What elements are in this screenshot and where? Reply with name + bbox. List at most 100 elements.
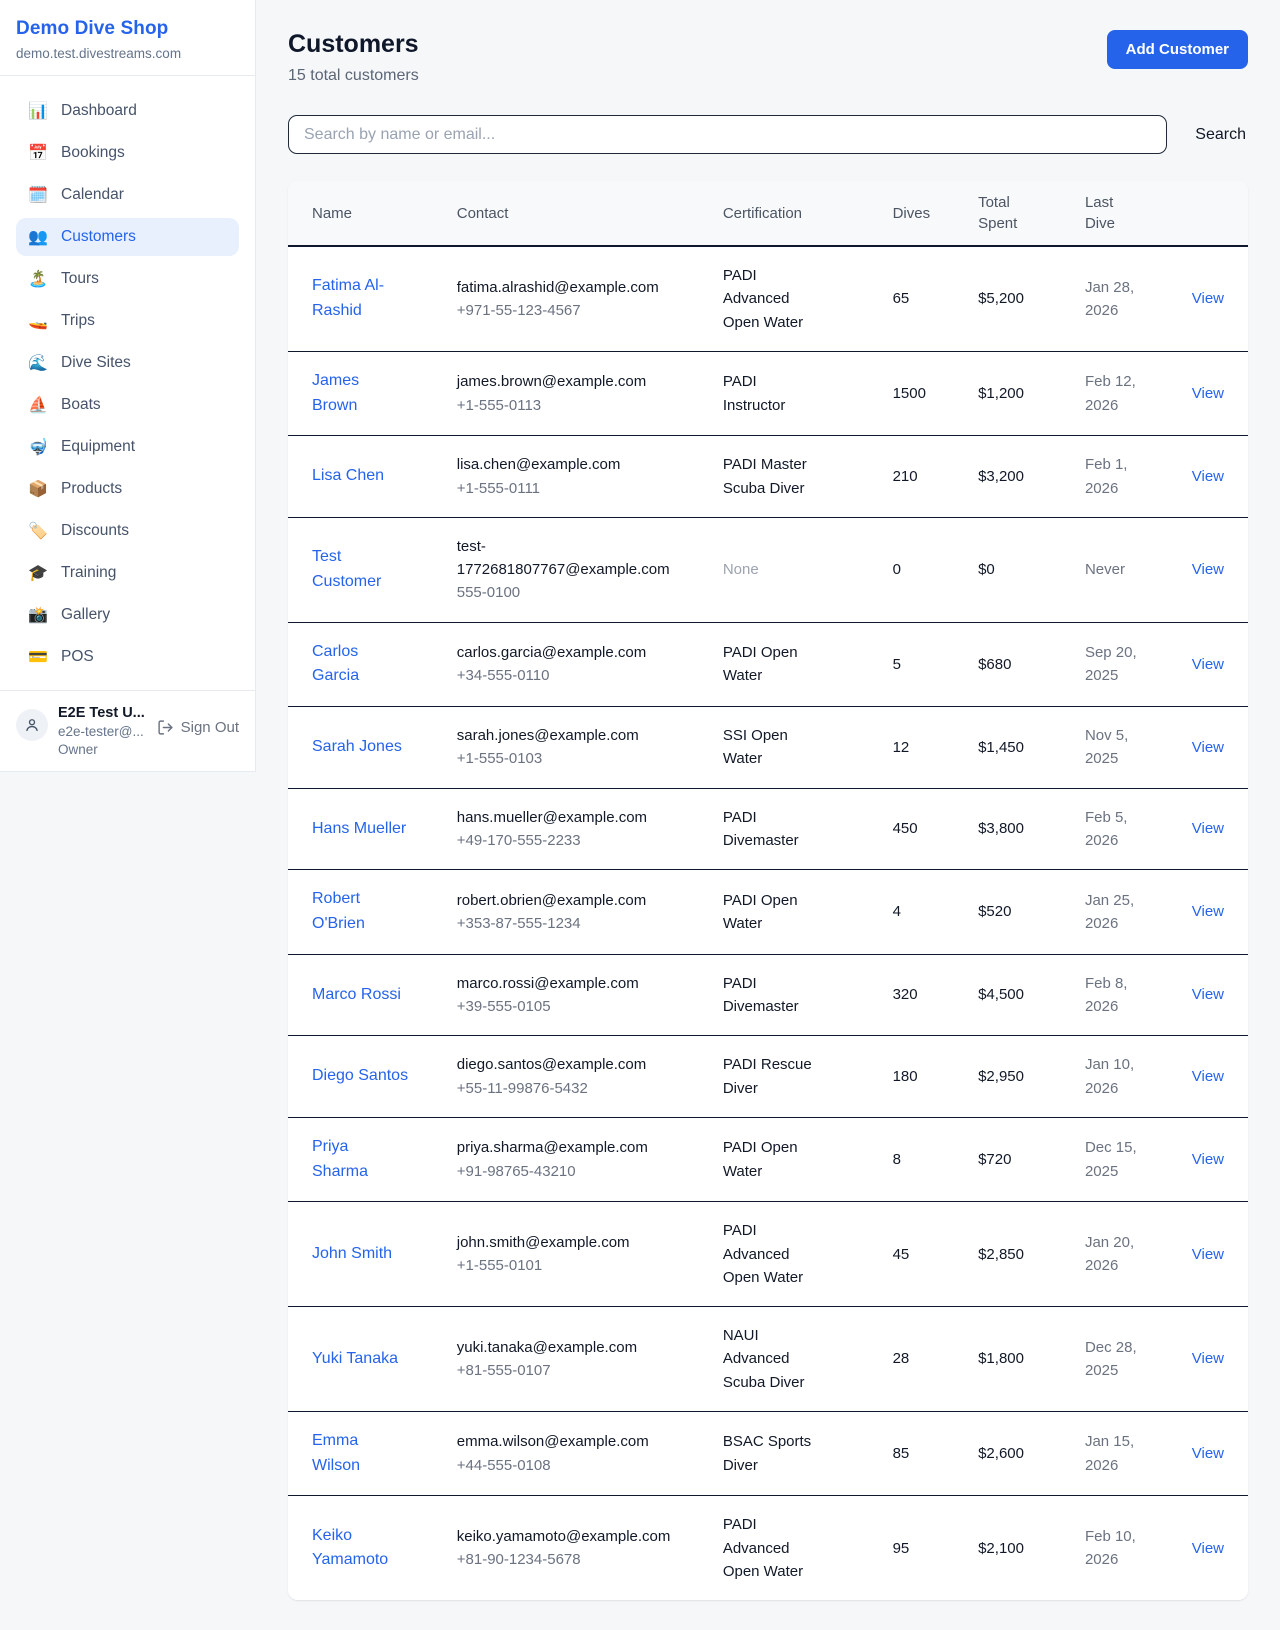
table-row: Robert O'Brien robert.obrien@example.com +… [288,869,1248,955]
sidebar-item-equipment[interactable]: 🤿 Equipment [16,428,239,466]
customer-email: carlos.garcia@example.com [456,644,647,662]
sidebar-item-customers[interactable]: 👥 Customers [16,218,239,256]
cell-certification: PADI Advanced Open Water [698,1201,869,1308]
view-customer-link[interactable]: View [1191,1539,1224,1557]
customer-email: fatima.alrashid@example.com [456,278,659,296]
customers-table-card: Name Contact Certification Dives Total Spent… [288,181,1248,1601]
customer-phone: +34-555-0110 [456,667,550,685]
customer-total-spent: $0 [978,561,995,579]
cell-total-spent: $2,950 [954,1035,1061,1118]
cell-last-dive: Feb 12, 2026 [1060,351,1168,437]
cell-total-spent: $3,800 [954,788,1061,871]
customer-name-link[interactable]: Emma Wilson [312,1431,361,1474]
customer-total-spent: $1,800 [978,1350,1024,1368]
sidebar-item-tours[interactable]: 🏝️ Tours [16,260,239,298]
customer-name-link[interactable]: Carlos Garcia [312,642,360,685]
sidebar-item-discounts[interactable]: 🏷️ Discounts [16,512,239,550]
customer-name-link[interactable]: James Brown [312,371,360,414]
view-customer-link[interactable]: View [1191,1067,1224,1085]
sign-out-button[interactable]: Sign Out [157,719,239,736]
customer-last-dive: Jan 20, 2026 [1084,1234,1135,1275]
table-row: Diego Santos diego.santos@example.com +55-… [288,1035,1248,1118]
cell-certification: PADI Master Scuba Diver [698,435,869,518]
view-customer-link[interactable]: View [1191,1350,1224,1368]
add-customer-button[interactable]: Add Customer [1106,30,1248,69]
customer-dives: 5 [892,655,901,673]
customer-phone: +39-555-0105 [456,998,551,1016]
customer-name-link[interactable]: Yuki Tanaka [312,1349,398,1367]
view-customer-link[interactable]: View [1191,1445,1224,1463]
view-customer-link[interactable]: View [1191,1245,1224,1263]
customer-dives: 0 [892,561,901,579]
cell-total-spent: $520 [954,869,1061,955]
customer-name-link[interactable]: Marco Rossi [312,985,401,1003]
customer-name-link[interactable]: Test Customer [312,547,382,590]
customer-name-link[interactable]: Diego Santos [312,1067,409,1085]
customer-name-link[interactable]: Hans Mueller [312,819,407,837]
view-customer-link[interactable]: View [1191,561,1224,579]
search-button[interactable]: Search [1193,120,1248,150]
wave-icon: 🌊 [28,355,48,372]
customer-name-link[interactable]: Priya Sharma [312,1137,369,1180]
sidebar-item-training[interactable]: 🎓 Training [16,554,239,592]
cell-last-dive: Feb 1, 2026 [1060,435,1168,518]
view-customer-link[interactable]: View [1191,903,1224,921]
customer-email: emma.wilson@example.com [456,1433,649,1451]
cell-last-dive: Jan 28, 2026 [1060,246,1168,352]
shop-name: Demo Dive Shop [16,18,169,39]
search-input[interactable] [288,115,1168,154]
sidebar-item-dive-sites[interactable]: 🌊 Dive Sites [16,344,239,382]
customer-last-dive: Jan 15, 2026 [1084,1433,1135,1474]
customer-total-spent: $5,200 [978,290,1024,308]
sidebar-item-products[interactable]: 📦 Products [16,470,239,508]
table-row: Yuki Tanaka yuki.tanaka@example.com +81-55… [288,1306,1248,1412]
view-customer-link[interactable]: View [1191,290,1224,308]
diving-mask-icon: 🤿 [28,439,48,456]
sidebar-item-pos[interactable]: 💳 POS [16,638,239,676]
customer-name-link[interactable]: Keiko Yamamoto [312,1526,389,1569]
view-customer-link[interactable]: View [1191,1150,1224,1168]
view-customer-link[interactable]: View [1191,738,1224,756]
camera-icon: 📸 [28,607,48,624]
calendar-page-icon: 📅 [28,145,48,162]
customer-last-dive: Nov 5, 2025 [1084,727,1129,768]
customer-name-link[interactable]: Sarah Jones [312,738,402,756]
cell-last-dive: Jan 10, 2026 [1060,1035,1168,1118]
island-icon: 🏝️ [28,271,48,288]
customer-name-link[interactable]: Fatima Al-Rashid [312,277,385,319]
customer-name-link[interactable]: Lisa Chen [312,467,385,485]
view-customer-link[interactable]: View [1191,467,1224,485]
view-customer-link[interactable]: View [1191,986,1224,1004]
cell-dives: 45 [868,1201,955,1308]
cell-last-dive: Feb 5, 2026 [1060,788,1168,871]
table-row: Test Customer test-1772681807767@example.… [288,517,1248,623]
sidebar-item-dashboard[interactable]: 📊 Dashboard [16,92,239,130]
customer-phone: +55-11-99876-5432 [456,1079,588,1097]
customer-dives: 65 [892,290,910,308]
customer-dives: 12 [892,738,910,756]
customer-phone: +91-98765-43210 [456,1162,576,1180]
view-customer-link[interactable]: View [1191,384,1224,402]
customer-email: priya.sharma@example.com [456,1139,648,1157]
user-email: e2e-tester@... [58,724,144,739]
customer-total-spent: $720 [978,1150,1012,1168]
customer-certification: PADI Instructor [722,373,786,414]
cell-contact: priya.sharma@example.com +91-98765-43210 [432,1117,699,1203]
view-customer-link[interactable]: View [1191,655,1224,673]
sidebar-item-boats[interactable]: ⛵ Boats [16,386,239,424]
customer-name-link[interactable]: Robert O'Brien [312,890,365,932]
sidebar-item-gallery[interactable]: 📸 Gallery [16,596,239,634]
customer-total-spent: $4,500 [978,986,1024,1004]
user-meta: E2E Test U... e2e-tester@... Owner [58,705,147,757]
sidebar-item-trips[interactable]: 🚤 Trips [16,302,239,340]
customer-total-spent: $520 [978,903,1012,921]
sidebar-item-calendar[interactable]: 🗓️ Calendar [16,176,239,214]
cell-dives: 0 [868,517,955,623]
cell-action: View [1167,622,1248,708]
view-customer-link[interactable]: View [1191,820,1224,838]
column-header-contact: Contact [432,181,699,247]
customer-email: james.brown@example.com [456,373,647,391]
cell-contact: test-1772681807767@example.com 555-0100 [432,517,699,623]
sidebar-item-bookings[interactable]: 📅 Bookings [16,134,239,172]
customer-name-link[interactable]: John Smith [312,1244,393,1262]
